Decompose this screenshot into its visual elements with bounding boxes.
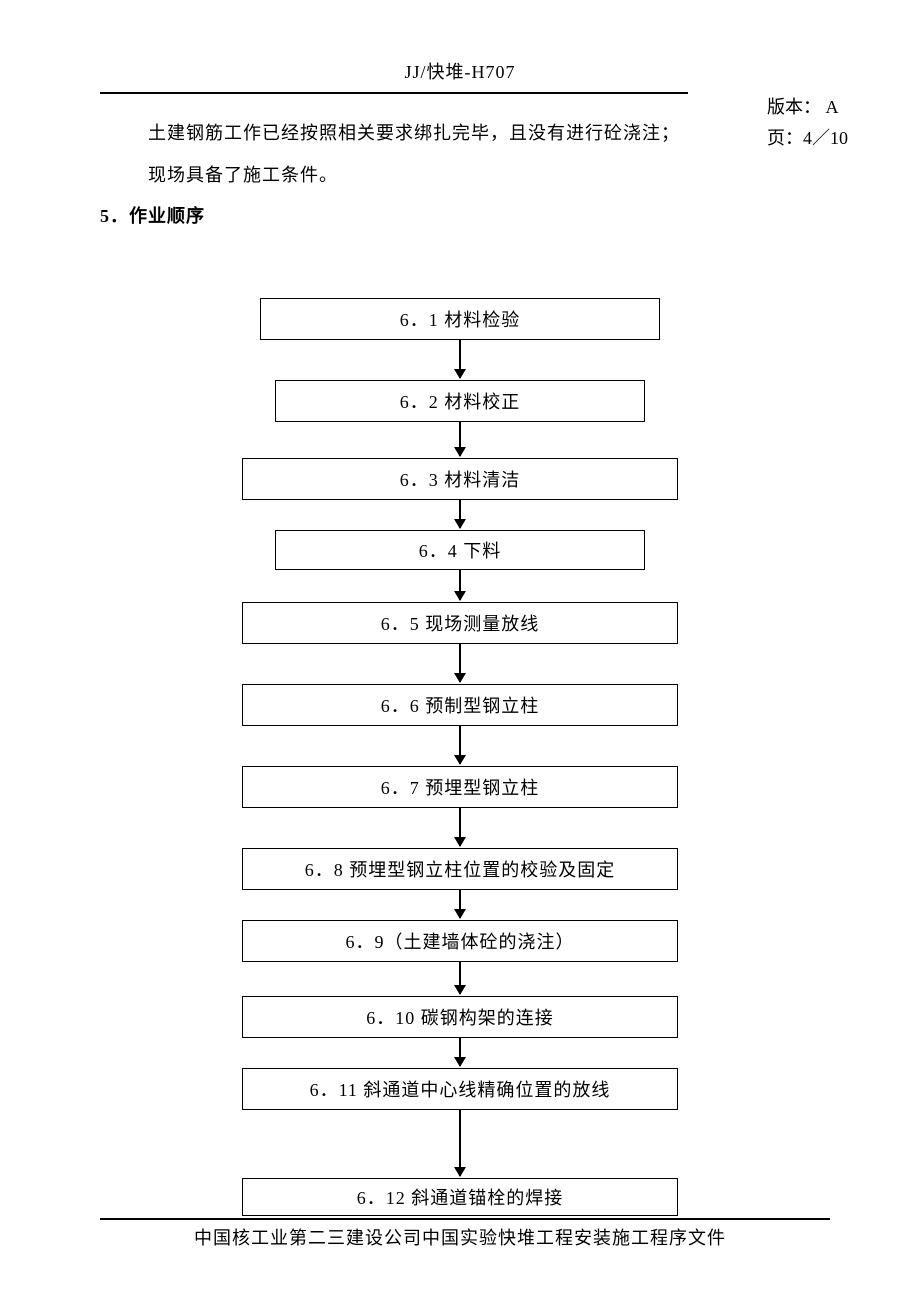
flow-arrow-10 bbox=[459, 1038, 461, 1066]
flow-arrow-7 bbox=[459, 808, 461, 846]
section-heading: 5．作业顺序 bbox=[100, 202, 205, 228]
flow-arrow-1 bbox=[459, 340, 461, 378]
flow-arrow-9 bbox=[459, 962, 461, 994]
meta-block: 版本： A 页：4／10 bbox=[767, 92, 848, 153]
flow-arrow-3 bbox=[459, 500, 461, 528]
flow-arrow-2 bbox=[459, 422, 461, 456]
footer-divider bbox=[100, 1218, 830, 1220]
version-value: A bbox=[826, 97, 839, 117]
flow-node-10: 6．10 碳钢构架的连接 bbox=[242, 996, 678, 1038]
flow-node-1: 6．1 材料检验 bbox=[260, 298, 660, 340]
version-row: 版本： A bbox=[767, 92, 848, 123]
flow-arrow-6 bbox=[459, 726, 461, 764]
version-label: 版本： bbox=[767, 97, 821, 117]
flow-node-2: 6．2 材料校正 bbox=[275, 380, 645, 422]
page-row: 页：4／10 bbox=[767, 123, 848, 154]
flow-node-7: 6．7 预埋型钢立柱 bbox=[242, 766, 678, 808]
page-label: 页： bbox=[767, 128, 803, 148]
paragraph-line-2: 现场具备了施工条件。 bbox=[148, 154, 708, 197]
flow-node-3: 6．3 材料清洁 bbox=[242, 458, 678, 500]
flow-arrow-4 bbox=[459, 570, 461, 600]
page-value: 4／10 bbox=[803, 128, 848, 148]
flow-arrow-11 bbox=[459, 1110, 461, 1176]
flow-arrow-8 bbox=[459, 890, 461, 918]
flow-node-8: 6．8 预埋型钢立柱位置的校验及固定 bbox=[242, 848, 678, 890]
header-divider bbox=[100, 92, 688, 94]
flow-node-9: 6．9（土建墙体砼的浇注） bbox=[242, 920, 678, 962]
flow-node-4: 6．4 下料 bbox=[275, 530, 645, 570]
flow-arrow-5 bbox=[459, 644, 461, 682]
flow-node-12: 6．12 斜通道锚栓的焊接 bbox=[242, 1178, 678, 1216]
flow-node-5: 6．5 现场测量放线 bbox=[242, 602, 678, 644]
paragraph-line-1: 土建钢筋工作已经按照相关要求绑扎完毕，且没有进行砼浇注； bbox=[148, 112, 708, 155]
flow-node-11: 6．11 斜通道中心线精确位置的放线 bbox=[242, 1068, 678, 1110]
flow-node-6: 6．6 预制型钢立柱 bbox=[242, 684, 678, 726]
doc-code: JJ/快堆-H707 bbox=[0, 58, 920, 84]
footer-text: 中国核工业第二三建设公司中国实验快堆工程安装施工程序文件 bbox=[0, 1224, 920, 1250]
